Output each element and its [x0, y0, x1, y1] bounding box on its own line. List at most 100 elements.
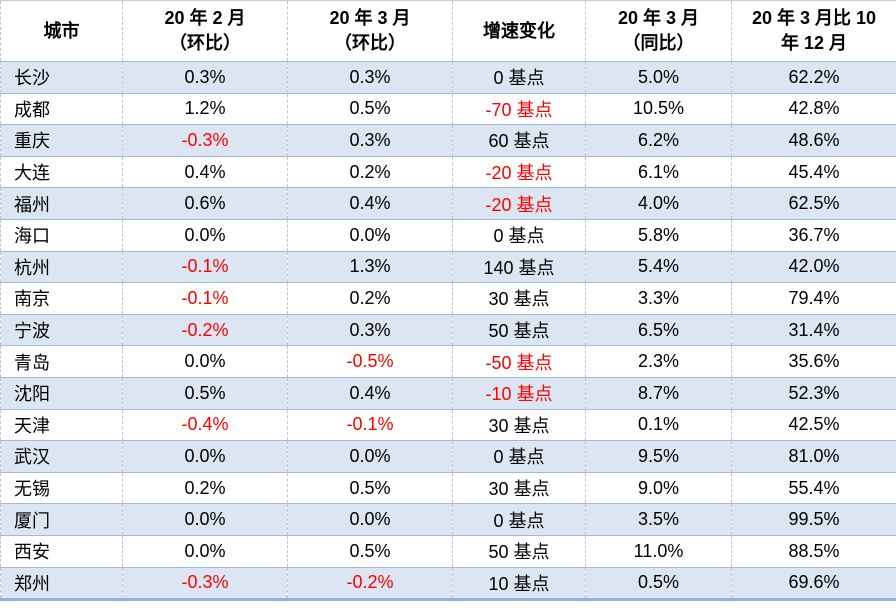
- vs-dec2010-cell: 88.5%: [731, 535, 896, 568]
- mar-mom-cell: 0.3%: [287, 61, 453, 94]
- growth-change-cell: 10 基点: [452, 567, 586, 601]
- mar-yoy-cell: 6.2%: [585, 124, 732, 157]
- growth-change-cell: -50 基点: [452, 345, 586, 378]
- city-cell: 福州: [0, 187, 123, 220]
- feb-mom-cell: -0.3%: [122, 124, 288, 157]
- mar-yoy-cell: 6.5%: [585, 314, 732, 347]
- feb-mom-cell: -0.1%: [122, 282, 288, 315]
- city-cell: 杭州: [0, 251, 123, 284]
- col-header-vs-dec2010: 20 年 3 月比 10 年 12 月: [731, 0, 896, 62]
- table-row: 天津 -0.4% -0.1% 30 基点 0.1% 42.5%: [0, 409, 896, 442]
- feb-mom-cell: 0.0%: [122, 503, 288, 536]
- table-row: 南京 -0.1% 0.2% 30 基点 3.3% 79.4%: [0, 282, 896, 315]
- city-cell: 大连: [0, 156, 123, 189]
- city-cell: 郑州: [0, 567, 123, 601]
- mar-yoy-cell: 2.3%: [585, 345, 732, 378]
- growth-change-cell: -70 基点: [452, 93, 586, 126]
- vs-dec2010-cell: 36.7%: [731, 219, 896, 252]
- mar-mom-cell: 0.5%: [287, 93, 453, 126]
- feb-mom-cell: 0.5%: [122, 377, 288, 410]
- mar-mom-cell: 0.5%: [287, 535, 453, 568]
- mar-yoy-cell: 9.5%: [585, 440, 732, 473]
- growth-change-cell: 50 基点: [452, 535, 586, 568]
- city-cell: 武汉: [0, 440, 123, 473]
- feb-mom-cell: 0.3%: [122, 61, 288, 94]
- col-header-vs-dec2010-sublabel: 年 12 月: [780, 33, 848, 53]
- col-header-mar-mom-sublabel: （环比）: [334, 33, 406, 53]
- growth-change-cell: -20 基点: [452, 156, 586, 189]
- table-row: 长沙 0.3% 0.3% 0 基点 5.0% 62.2%: [0, 61, 896, 94]
- vs-dec2010-cell: 55.4%: [731, 472, 896, 505]
- mar-yoy-cell: 11.0%: [585, 535, 732, 568]
- feb-mom-cell: 0.2%: [122, 472, 288, 505]
- mar-yoy-cell: 5.0%: [585, 61, 732, 94]
- growth-change-cell: 0 基点: [452, 503, 586, 536]
- feb-mom-cell: 0.0%: [122, 219, 288, 252]
- col-header-feb-mom-label: 20 年 2 月: [164, 8, 246, 28]
- city-cell: 南京: [0, 282, 123, 315]
- city-cell: 沈阳: [0, 377, 123, 410]
- growth-change-cell: 50 基点: [452, 314, 586, 347]
- table-row: 重庆 -0.3% 0.3% 60 基点 6.2% 48.6%: [0, 124, 896, 157]
- city-cell: 无锡: [0, 472, 123, 505]
- vs-dec2010-cell: 42.5%: [731, 409, 896, 442]
- feb-mom-cell: 0.4%: [122, 156, 288, 189]
- vs-dec2010-cell: 48.6%: [731, 124, 896, 157]
- col-header-mar-mom-label: 20 年 3 月: [329, 8, 411, 28]
- vs-dec2010-cell: 69.6%: [731, 567, 896, 601]
- mar-yoy-cell: 10.5%: [585, 93, 732, 126]
- col-header-feb-mom-sublabel: （环比）: [169, 33, 241, 53]
- city-cell: 青岛: [0, 345, 123, 378]
- growth-change-cell: 30 基点: [452, 472, 586, 505]
- mar-mom-cell: 0.3%: [287, 124, 453, 157]
- mar-mom-cell: 0.5%: [287, 472, 453, 505]
- city-cell: 重庆: [0, 124, 123, 157]
- mar-mom-cell: 0.2%: [287, 282, 453, 315]
- table-row: 沈阳 0.5% 0.4% -10 基点 8.7% 52.3%: [0, 377, 896, 410]
- mar-mom-cell: -0.1%: [287, 409, 453, 442]
- table-row: 杭州 -0.1% 1.3% 140 基点 5.4% 42.0%: [0, 251, 896, 284]
- feb-mom-cell: -0.1%: [122, 251, 288, 284]
- vs-dec2010-cell: 42.0%: [731, 251, 896, 284]
- growth-change-cell: 30 基点: [452, 409, 586, 442]
- growth-change-cell: 30 基点: [452, 282, 586, 315]
- mar-yoy-cell: 3.5%: [585, 503, 732, 536]
- growth-change-cell: 0 基点: [452, 440, 586, 473]
- growth-change-cell: 0 基点: [452, 219, 586, 252]
- vs-dec2010-cell: 45.4%: [731, 156, 896, 189]
- col-header-mar-yoy-sublabel: （同比）: [622, 33, 695, 53]
- feb-mom-cell: 0.0%: [122, 535, 288, 568]
- vs-dec2010-cell: 62.5%: [731, 187, 896, 220]
- table-row: 武汉 0.0% 0.0% 0 基点 9.5% 81.0%: [0, 440, 896, 473]
- table-row: 西安 0.0% 0.5% 50 基点 11.0% 88.5%: [0, 535, 896, 568]
- vs-dec2010-cell: 35.6%: [731, 345, 896, 378]
- city-cell: 宁波: [0, 314, 123, 347]
- feb-mom-cell: -0.3%: [122, 567, 288, 601]
- table-row: 成都 1.2% 0.5% -70 基点 10.5% 42.8%: [0, 93, 896, 126]
- table-row: 福州 0.6% 0.4% -20 基点 4.0% 62.5%: [0, 187, 896, 220]
- table-row: 郑州 -0.3% -0.2% 10 基点 0.5% 69.6%: [0, 567, 896, 601]
- mar-yoy-cell: 9.0%: [585, 472, 732, 505]
- col-header-city-label: 城市: [43, 20, 80, 41]
- mar-yoy-cell: 0.5%: [585, 567, 732, 601]
- growth-change-cell: -10 基点: [452, 377, 586, 410]
- mar-yoy-cell: 4.0%: [585, 187, 732, 220]
- growth-change-cell: 140 基点: [452, 251, 586, 284]
- feb-mom-cell: 0.0%: [122, 440, 288, 473]
- col-header-growth-change-label: 增速变化: [483, 20, 555, 41]
- col-header-mar-yoy-label: 20 年 3 月: [617, 8, 700, 28]
- mar-mom-cell: 0.0%: [287, 440, 453, 473]
- mar-mom-cell: 0.4%: [287, 377, 453, 410]
- table-row: 大连 0.4% 0.2% -20 基点 6.1% 45.4%: [0, 156, 896, 189]
- feb-mom-cell: 0.0%: [122, 345, 288, 378]
- growth-change-cell: 60 基点: [452, 124, 586, 157]
- mar-yoy-cell: 5.4%: [585, 251, 732, 284]
- vs-dec2010-cell: 99.5%: [731, 503, 896, 536]
- mar-mom-cell: 0.0%: [287, 219, 453, 252]
- table-row: 青岛 0.0% -0.5% -50 基点 2.3% 35.6%: [0, 345, 896, 378]
- table-row: 厦门 0.0% 0.0% 0 基点 3.5% 99.5%: [0, 503, 896, 536]
- city-cell: 长沙: [0, 61, 123, 94]
- header-row: 城市 20 年 2 月 （环比） 20 年 3 月 （环比） 增速变化 20 年…: [0, 0, 896, 62]
